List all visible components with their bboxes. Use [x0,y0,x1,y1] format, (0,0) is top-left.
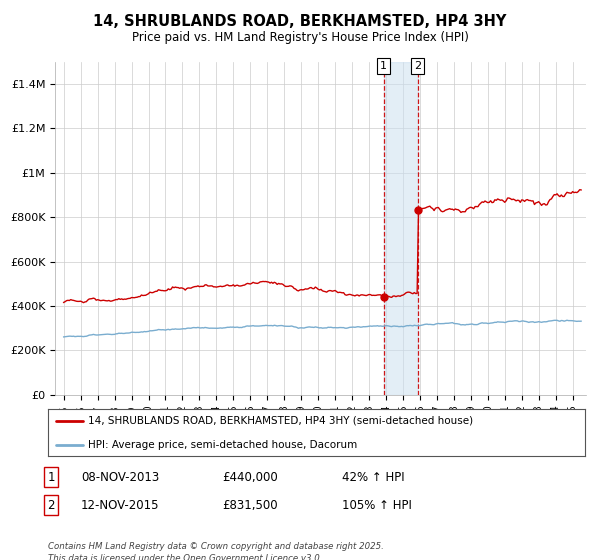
Text: 12-NOV-2015: 12-NOV-2015 [81,498,160,512]
Text: 1: 1 [380,61,387,71]
Text: 2: 2 [414,61,421,71]
Text: 08-NOV-2013: 08-NOV-2013 [81,470,159,484]
Text: £440,000: £440,000 [222,470,278,484]
Text: Contains HM Land Registry data © Crown copyright and database right 2025.
This d: Contains HM Land Registry data © Crown c… [48,542,384,560]
Text: HPI: Average price, semi-detached house, Dacorum: HPI: Average price, semi-detached house,… [88,440,358,450]
Text: 1: 1 [47,470,55,484]
Text: 42% ↑ HPI: 42% ↑ HPI [342,470,404,484]
Text: 105% ↑ HPI: 105% ↑ HPI [342,498,412,512]
Text: Price paid vs. HM Land Registry's House Price Index (HPI): Price paid vs. HM Land Registry's House … [131,31,469,44]
Text: 2: 2 [47,498,55,512]
Text: 14, SHRUBLANDS ROAD, BERKHAMSTED, HP4 3HY: 14, SHRUBLANDS ROAD, BERKHAMSTED, HP4 3H… [94,14,506,29]
Bar [383,62,418,395]
Text: 14, SHRUBLANDS ROAD, BERKHAMSTED, HP4 3HY (semi-detached house): 14, SHRUBLANDS ROAD, BERKHAMSTED, HP4 3H… [88,416,473,426]
Text: £831,500: £831,500 [222,498,278,512]
